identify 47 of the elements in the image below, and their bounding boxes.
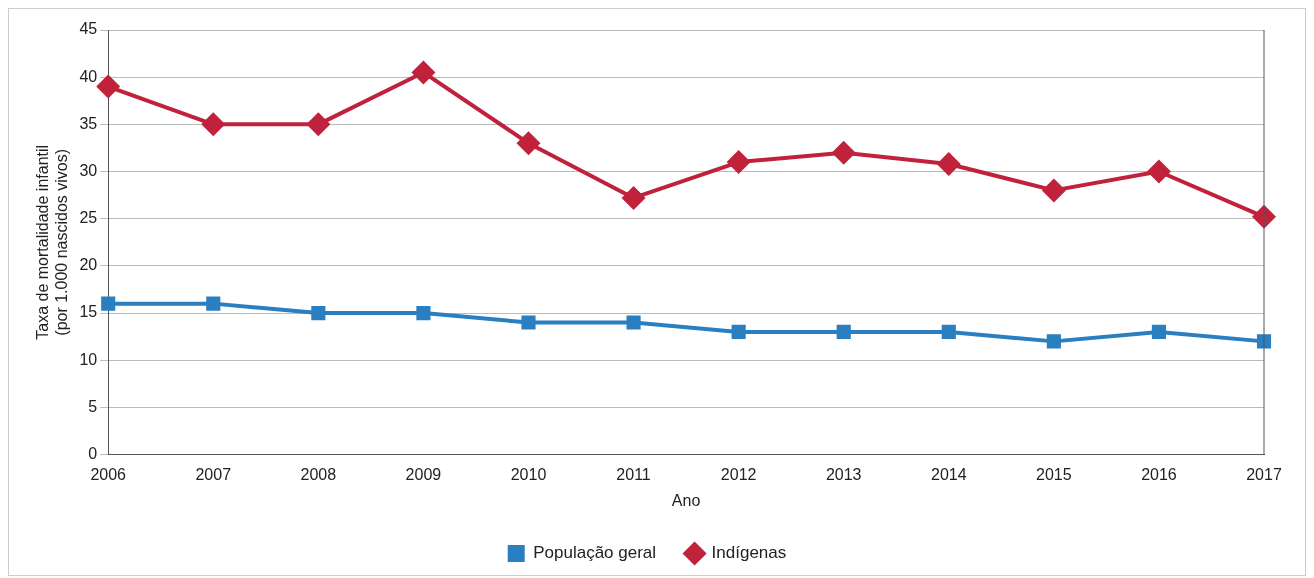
x-tick-label: 2014 <box>930 465 967 483</box>
x-tick-label: 2017 <box>1246 465 1282 483</box>
x-tick-label: 2013 <box>825 465 862 483</box>
point <box>626 315 641 330</box>
point <box>836 324 851 340</box>
x-tick-label: 2016 <box>1141 465 1177 483</box>
x-tick-label: 2008 <box>300 465 337 483</box>
point <box>206 296 221 311</box>
point <box>521 315 536 330</box>
point <box>306 112 331 137</box>
x-tick-label: 2010 <box>510 465 547 483</box>
x-tick-label: 2007 <box>195 465 232 483</box>
point <box>831 140 856 165</box>
point <box>936 151 961 176</box>
y-tick-label: 20 <box>79 256 98 274</box>
x-tick-label: 2012 <box>720 465 757 483</box>
legend-label: População geral <box>533 543 657 563</box>
y-tick-label: 35 <box>79 114 98 132</box>
y-tick-label: 40 <box>79 67 98 85</box>
point <box>1046 334 1061 349</box>
x-tick-label: 2011 <box>616 465 651 483</box>
x-tick-label: 2009 <box>405 465 442 483</box>
y-tick-label: 30 <box>79 161 98 179</box>
point <box>726 150 751 175</box>
x-tick-label: 2015 <box>1036 465 1072 483</box>
legend-label: Indígenas <box>711 543 787 563</box>
y-tick-label: 45 <box>79 20 98 38</box>
point <box>731 324 746 340</box>
y-tick-label: 0 <box>88 445 98 463</box>
point <box>516 131 541 156</box>
x-tick-label: 2006 <box>90 465 127 483</box>
point <box>411 60 436 85</box>
y-axis-title: Taxa de mortalidade infantil (por 1.000 nascidos vivos) <box>34 144 71 340</box>
point <box>621 185 646 210</box>
point <box>1041 178 1066 203</box>
point <box>96 74 121 99</box>
y-tick-label: 5 <box>88 397 98 415</box>
point <box>311 306 326 321</box>
point <box>1146 159 1171 184</box>
point <box>201 112 226 137</box>
y-tick-label: 10 <box>79 350 98 368</box>
y-tick-label: 15 <box>79 303 98 321</box>
point <box>941 324 956 340</box>
point <box>416 306 431 321</box>
x-axis-title: Ano <box>671 491 701 509</box>
y-tick-label: 25 <box>79 209 98 227</box>
point <box>1151 324 1166 340</box>
